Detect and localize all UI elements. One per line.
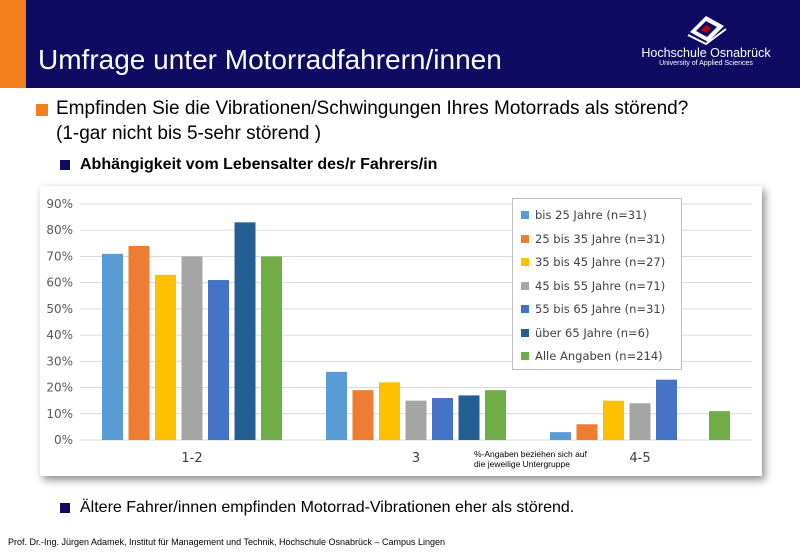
legend-label: 55 bis 65 Jahre (n=31) <box>535 302 666 316</box>
legend-item: Alle Angaben (n=214) <box>521 348 663 364</box>
bar <box>234 222 256 440</box>
legend-label: 45 bis 55 Jahre (n=71) <box>535 278 666 293</box>
accent-strip <box>0 0 26 88</box>
sub-bullet-icon <box>60 160 70 170</box>
legend-item: 25 bis 35 Jahre (n=31) <box>521 231 665 247</box>
y-tick-label: 60% <box>46 276 73 290</box>
y-tick-label: 80% <box>46 223 73 237</box>
legend-swatch <box>521 305 529 313</box>
legend-swatch <box>521 281 529 290</box>
bar <box>102 253 123 440</box>
bar <box>458 395 480 440</box>
legend-item: 55 bis 65 Jahre (n=31) <box>521 301 665 317</box>
legend-item: bis 25 Jahre (n=31) <box>521 207 647 223</box>
y-tick-label: 70% <box>46 249 73 263</box>
bar <box>181 256 203 440</box>
logo-subtitle: University of Applied Sciences <box>659 60 753 67</box>
question-line-2: (1-gar nicht bis 5-sehr störend ) <box>56 123 322 144</box>
y-tick-label: 40% <box>46 328 73 342</box>
chart-legend: bis 25 Jahre (n=31) 25 bis 35 Jahre (n=31… <box>512 198 682 370</box>
bar <box>603 400 624 440</box>
logo-name: Hochschule Osnabrück <box>641 46 771 60</box>
y-tick-label: 50% <box>46 302 73 316</box>
legend-swatch <box>521 211 529 219</box>
legend-item: über 65 Jahre (n=6) <box>521 325 649 341</box>
x-category-label: 1-2 <box>181 451 202 466</box>
bar <box>208 280 229 440</box>
legend-swatch <box>521 352 529 360</box>
conclusion-text: Ältere Fahrer/innen empfinden Motorrad-V… <box>80 499 575 516</box>
logo-mark-icon <box>687 16 727 46</box>
bar <box>261 256 282 440</box>
legend-item: 35 bis 45 Jahre (n=27) <box>521 254 665 270</box>
bar <box>432 398 453 440</box>
bar <box>352 390 374 440</box>
legend-swatch <box>521 258 529 266</box>
annotation-line-2: die jeweilige Untergruppe <box>474 459 570 469</box>
legend-swatch <box>521 234 529 243</box>
bar <box>326 371 347 440</box>
chart-annotation: %-Angaben beziehen sich auf die jeweilig… <box>474 449 587 469</box>
annotation-line-1: %-Angaben beziehen sich auf <box>474 449 587 459</box>
bar <box>656 379 677 440</box>
bar <box>155 274 176 440</box>
slide-title: Umfrage unter Motorradfahrern/innen <box>38 44 502 75</box>
bullet-square-icon <box>36 104 48 116</box>
bar <box>485 390 506 440</box>
legend-label: 35 bis 45 Jahre (n=27) <box>535 255 666 269</box>
y-tick-label: 10% <box>46 407 73 421</box>
bar <box>576 424 598 440</box>
y-tick-label: 90% <box>46 197 73 211</box>
x-category-label: 4-5 <box>629 451 650 466</box>
legend-swatch <box>521 328 529 337</box>
university-logo: Hochschule Osnabrück University of Appli… <box>618 10 794 72</box>
y-tick-label: 0% <box>54 433 73 447</box>
legend-label: Alle Angaben (n=214) <box>535 349 663 363</box>
sub-bullet-icon <box>60 503 70 513</box>
bar <box>379 382 400 440</box>
y-tick-label: 30% <box>46 354 73 368</box>
chart-subheading: Abhängigkeit vom Lebensalter des/r Fahre… <box>80 156 438 173</box>
bar-chart: 0% 10% 20% 30% 40% 50% 60% 70% 80% 90% 1-2 3 4-5 bis… <box>40 186 762 476</box>
legend-label: bis 25 Jahre (n=31) <box>535 208 647 222</box>
bar <box>550 432 571 440</box>
chart-canvas: 0% 10% 20% 30% 40% 50% 60% 70% 80% 90% 1-2 3 4-5 <box>46 197 752 466</box>
survey-question: Empfinden Sie die Vibrationen/Schwingung… <box>56 96 776 146</box>
bar <box>629 403 651 440</box>
legend-item: 45 bis 55 Jahre (n=71) <box>521 278 665 294</box>
question-line-1: Empfinden Sie die Vibrationen/Schwingung… <box>56 98 689 119</box>
legend-label: über 65 Jahre (n=6) <box>535 325 650 340</box>
legend-label: 25 bis 35 Jahre (n=31) <box>535 231 666 246</box>
bar <box>405 400 427 440</box>
y-tick-label: 20% <box>46 381 73 395</box>
bar <box>709 411 730 440</box>
x-category-label: 3 <box>412 451 420 466</box>
bar <box>128 245 150 440</box>
title-bar <box>26 0 800 88</box>
footer-text: Prof. Dr.-Ing. Jürgen Adamek, Institut f… <box>8 537 446 547</box>
